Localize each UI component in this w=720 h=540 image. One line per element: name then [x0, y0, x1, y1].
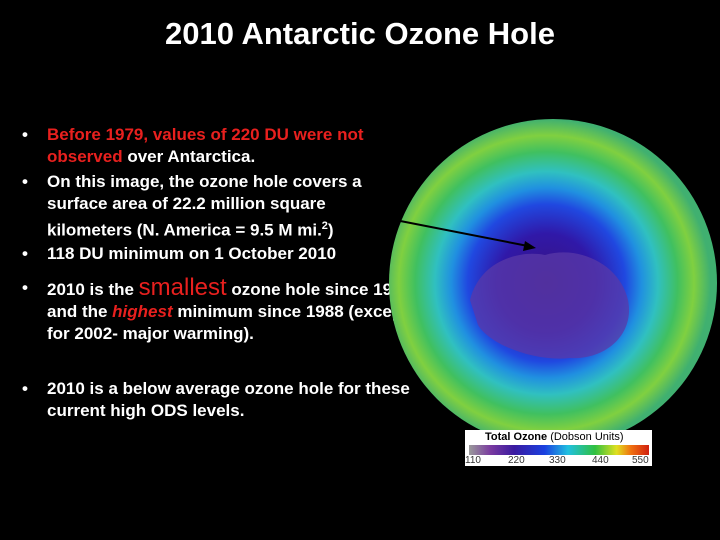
legend-title: Total Ozone	[485, 431, 548, 443]
color-bar	[469, 445, 649, 455]
bullet-symbol: •	[22, 278, 28, 297]
bullet-text: Before 1979, values of 220 DU were not o…	[47, 125, 364, 166]
legend-tick: 550	[632, 455, 649, 466]
bullet-text: On this image, the ozone hole covers a s…	[47, 172, 362, 240]
legend-tick: 440	[592, 455, 609, 466]
bullet-text: 2010 is the	[47, 280, 139, 299]
bullet: • 2010 is a below average ozone hole for…	[22, 378, 412, 422]
emphasis: smallest	[138, 274, 227, 301]
bullet-text: 2010 is a below average ozone hole for t…	[47, 379, 410, 420]
bullet: • Before 1979, values of 220 DU were not…	[22, 124, 412, 168]
antarctica	[470, 252, 630, 359]
bullet-text: minimum since 1988 (except for 2002- maj…	[47, 302, 408, 343]
bullet: • 118 DU minimum on 1 October 2010	[22, 243, 412, 265]
bullet: • 2010 is the smallest ozone hole since …	[22, 274, 412, 345]
bullet-symbol: •	[22, 172, 28, 191]
superscript: 2	[321, 220, 328, 232]
emphasis: highest	[112, 302, 173, 321]
arrow	[384, 217, 529, 247]
bullet: • On this image, the ozone hole covers a…	[22, 171, 412, 242]
bullet-text: over Antarctica.	[122, 147, 256, 166]
legend-tick: 110	[465, 455, 481, 466]
arrow-head	[523, 241, 536, 251]
legend-unit: (Dobson Units)	[550, 431, 624, 443]
bullet-text: ozone hole since 1990 and the	[47, 280, 411, 321]
color-legend: Total Ozone (Dobson Units) 110 220 330 4…	[465, 430, 652, 466]
bullet-text: 118 DU minimum on 1 October 2010	[47, 244, 337, 263]
bullet-symbol: •	[22, 379, 28, 398]
bullet-text: )	[327, 220, 334, 240]
legend-tick: 220	[508, 455, 525, 466]
slide-title: 2010 Antarctic Ozone Hole	[165, 16, 555, 51]
legend-tick: 330	[549, 455, 566, 466]
bullet-symbol: •	[22, 125, 28, 144]
bullet-symbol: •	[22, 244, 28, 263]
